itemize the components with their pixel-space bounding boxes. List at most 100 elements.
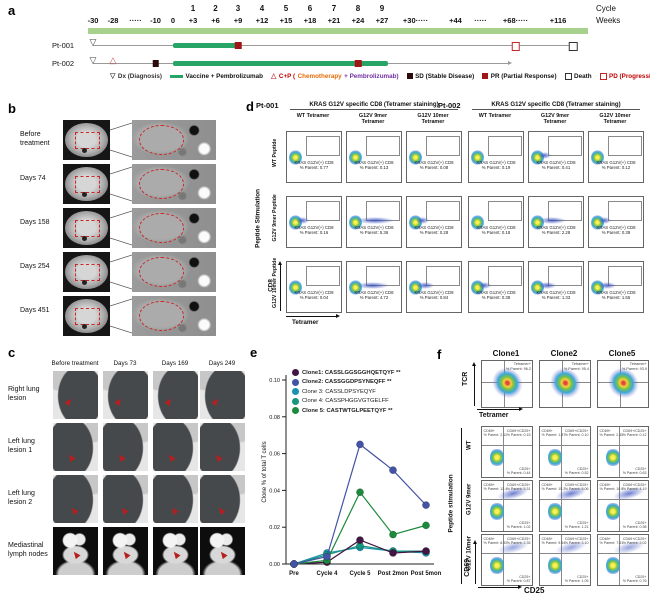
legend-dot-icon [292,378,299,386]
legend-death: Death [564,72,592,80]
legend-clone-label: Clone 3: CASSLDPSYEQYF [302,388,376,395]
gate-caption-title: KRAS G12V(+) CD8 [414,225,454,230]
gate-caption-title: KRAS G12V(+) CD8 [596,225,636,230]
quad-stat-tl: CD69+% Parent: 8.92 [484,537,508,545]
legend-vaccine: Vaccine + Pembrolizumab [169,73,263,80]
gate-caption-value: % Parent: 0.08 [419,165,449,171]
week-tick: +12 [255,16,269,25]
flow-col-header: G12V 9mer Tetramer [358,113,388,126]
legend-pr-label: PR (Partial Response) [490,72,557,80]
q-name: CD69+/CD25+ [622,482,647,487]
q-name: CD69+ [483,536,495,541]
ct-mediastinum-image [53,527,98,575]
q-val: % Parent: 0.44 [506,470,531,475]
gate-caption: KRAS G12V(+) CD8% Parent: 0.41 [529,160,583,170]
lesion-box [75,176,100,194]
ct-axial-thumb [63,164,110,204]
cell-population-blob [471,150,485,165]
sd-marker [152,60,159,67]
panel-b-label: b [8,101,16,116]
panel-c-label: c [8,345,16,360]
quad-stat-br: CD25+% Parent: 0.44 [507,467,531,475]
zoom-connector-lines [110,298,132,334]
tetramer-f-axis-line [477,409,519,410]
q-val: % Parent: 0.87 [506,578,531,583]
q-name: CD69+/CD25+ [506,428,531,433]
legend-dx-label: Dx (Diagnosis) [117,72,162,80]
chart-legend-item: Clone 4: CASSPHGGVGTGELFF [292,397,389,405]
q-name: CD25+ [577,520,589,525]
peptide-stimulation-label: Peptide Stimulation [254,189,262,248]
quad-stat-tr: CD69+/CD25+% Parent: 8.06 [565,483,589,491]
timeline-arrowhead [508,61,512,66]
gate-rect [366,136,400,156]
q-val: % Parent: 12.4 [483,486,508,491]
quad-stat-tr: CD69+/CD25+% Parent: 0.15 [507,429,531,437]
q-name: CD69+/CD25+ [506,536,531,541]
quad-stat-tl: CD69+% Parent: 15.2 [542,483,566,491]
gate-caption-value: % Parent: 2.28 [541,230,571,236]
q-name: CD25+ [519,520,531,525]
tcr-tetramer-plot: Tetramer+% Parent: 96.2 [481,360,533,408]
flow-col-header: G12V 10mer Tetramer [417,113,449,126]
svg-text:0.06: 0.06 [269,452,280,458]
quad-vline [561,535,562,585]
gate-caption-title: KRAS G12V(+) CD8 [294,290,334,295]
svg-text:Clone % of total T cells: Clone % of total T cells [262,441,268,502]
gate-rect [488,266,522,286]
flow-plot: KRAS G12V(+) CD8% Parent: 1.33 [528,261,584,313]
gate-caption-title: KRAS G12V(+) CD8 [536,160,576,165]
lesion-arrow [69,505,79,515]
gate-caption: KRAS G12V(+) CD8% Parent: 0.12 [589,160,643,170]
svg-text:0.04: 0.04 [269,488,280,494]
cd69-cd25-plot: CD69+% Parent: 1.87 CD69+/CD25+% Parent: … [539,426,591,478]
cd69-cd25-plot: CD69+% Parent: 9.64 CD69+/CD25+% Parent: … [539,534,591,586]
tetramer-positive-smear [478,281,492,289]
flow-plot: KRAS G12V(+) CD8% Parent: 0.84 [406,261,462,313]
ct-lung-image [153,371,198,419]
svg-text:0.02: 0.02 [269,525,280,531]
scan-time-label: Days 451 [20,307,50,314]
lesion-box [75,220,100,238]
week-tick: ····· [129,16,142,25]
ct-mediastinum-image [103,527,148,575]
flow-plot: KRAS G12V(+) CD8% Parent: 0.77 [286,131,342,183]
patient-label: Pt-001 [52,41,75,50]
legend-dx: ▽ Dx (Diagnosis) [110,72,162,81]
flow-plot: KRAS G12V(+) CD8% Parent: 0.12 [588,131,644,183]
q-val: % Parent: 1.87 [541,432,566,437]
week-tick: +6 [211,16,220,25]
cd69-axis-line [475,544,476,584]
cell-population-blob [591,150,605,165]
gate-caption: KRAS G12V(+) CD8% Parent: 0.18 [469,225,523,235]
gate-rect [608,136,642,156]
cycle-number: 6 [307,4,313,13]
ct-dark-spot [81,192,87,197]
q-name: CD69+ [541,428,553,433]
lesion-arrow [64,396,74,406]
block-title: KRAS G12V specific CD8 (Tetramer stainin… [290,101,458,110]
gate-caption-value: % Parent: 0.41 [541,165,571,171]
gate-rect [426,136,460,156]
q-val: % Parent: 0.63 [622,470,647,475]
ct-row-label: Mediastinal lymph nodes [8,542,48,559]
gate-caption: KRAS G12V(+) CD8% Parent: 0.16 [287,225,341,235]
q-val: % Parent: 8.06 [564,486,589,491]
week-tick: +27 [375,16,389,25]
tetramer-positive-smear [296,216,310,224]
flow-plot: KRAS G12V(+) CD8% Parent: 0.08 [406,131,462,183]
gate-caption-title: KRAS G12V(+) CD8 [536,225,576,230]
q-name: CD25+ [519,466,531,471]
gate-stat: Tetramer+% Parent: 93.9 [622,362,647,371]
week-tick: -30 [87,16,99,25]
lesion-ellipse [138,300,185,331]
lesion-ellipse [138,212,185,243]
flow-col-header: WT Tetramer [296,113,330,119]
pd-marker [511,42,520,51]
gate-caption-title: KRAS G12V(+) CD8 [414,160,454,165]
flow-plot: KRAS G12V(+) CD8% Parent: 0.41 [528,131,584,183]
quad-stat-br: CD25+% Parent: 0.98 [623,521,647,529]
q-val: % Parent: 0.15 [506,432,531,437]
flow-plot: KRAS G12V(+) CD8% Parent: 0.04 [286,261,342,313]
lesion-arrow [71,549,81,560]
